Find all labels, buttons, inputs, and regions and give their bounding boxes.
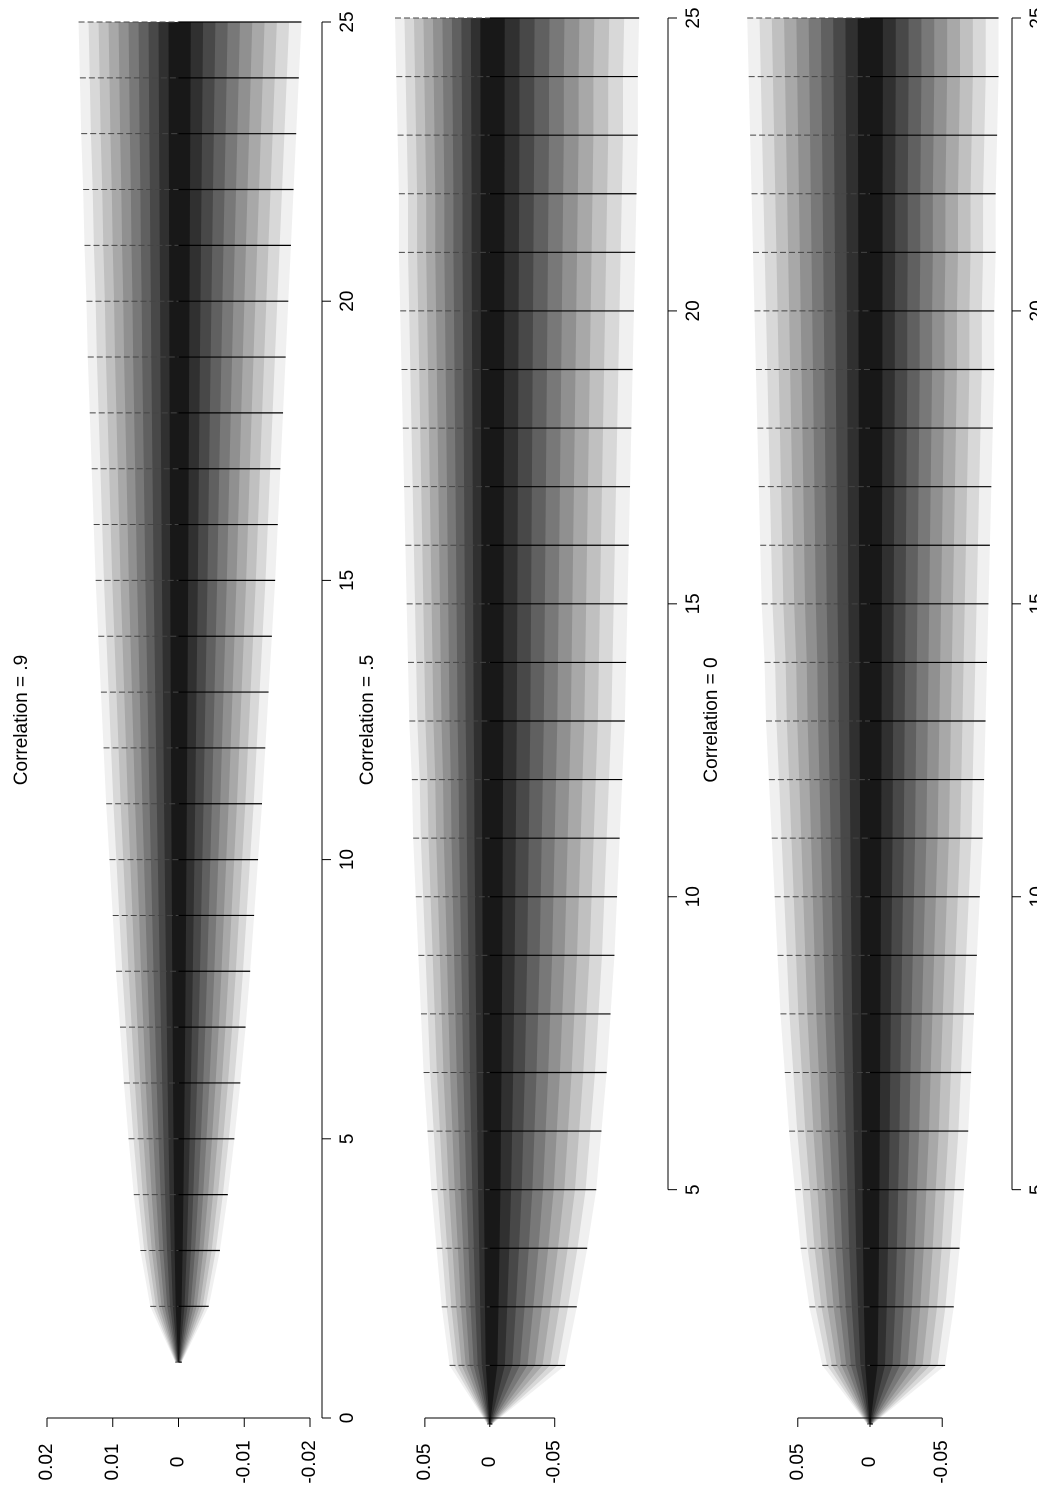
chart-title: Correlation = 0 [701,657,722,782]
y-tick-label: 0.05 [787,1444,808,1481]
x-tick-label: 5 [683,1184,704,1195]
x-tick-label: 15 [1027,593,1037,614]
x-tick-label: 15 [683,593,704,614]
x-tick-label: 25 [337,11,358,32]
y-tick-label: 0.01 [102,1444,123,1481]
x-tick-label: 10 [1027,886,1037,907]
chart-title: Correlation = .5 [357,655,378,785]
x-tick-label: 20 [683,300,704,321]
y-tick-label: 0 [859,1457,880,1468]
y-tick-label: -0.05 [931,1440,952,1483]
x-tick-label: 5 [1027,1184,1037,1195]
y-tick-label: 0.02 [36,1444,57,1481]
y-tick-label: -0.01 [233,1440,254,1483]
y-tick-label: 0 [479,1457,500,1468]
x-tick-label: 20 [1027,300,1037,321]
x-tick-label: 0 [337,1413,358,1424]
x-tick-label: 5 [337,1134,358,1145]
y-tick-label: 0.05 [414,1444,435,1481]
x-tick-label: 10 [337,849,358,870]
x-tick-label: 10 [683,886,704,907]
x-tick-label: 20 [337,291,358,312]
y-tick-label: 0 [168,1457,189,1468]
x-tick-label: 15 [337,570,358,591]
x-tick-label: 25 [683,7,704,28]
y-tick-label: -0.05 [544,1440,565,1483]
y-tick-label: -0.02 [299,1440,320,1483]
x-tick-label: 25 [1027,7,1037,28]
chart-title: Correlation = .9 [11,655,32,785]
